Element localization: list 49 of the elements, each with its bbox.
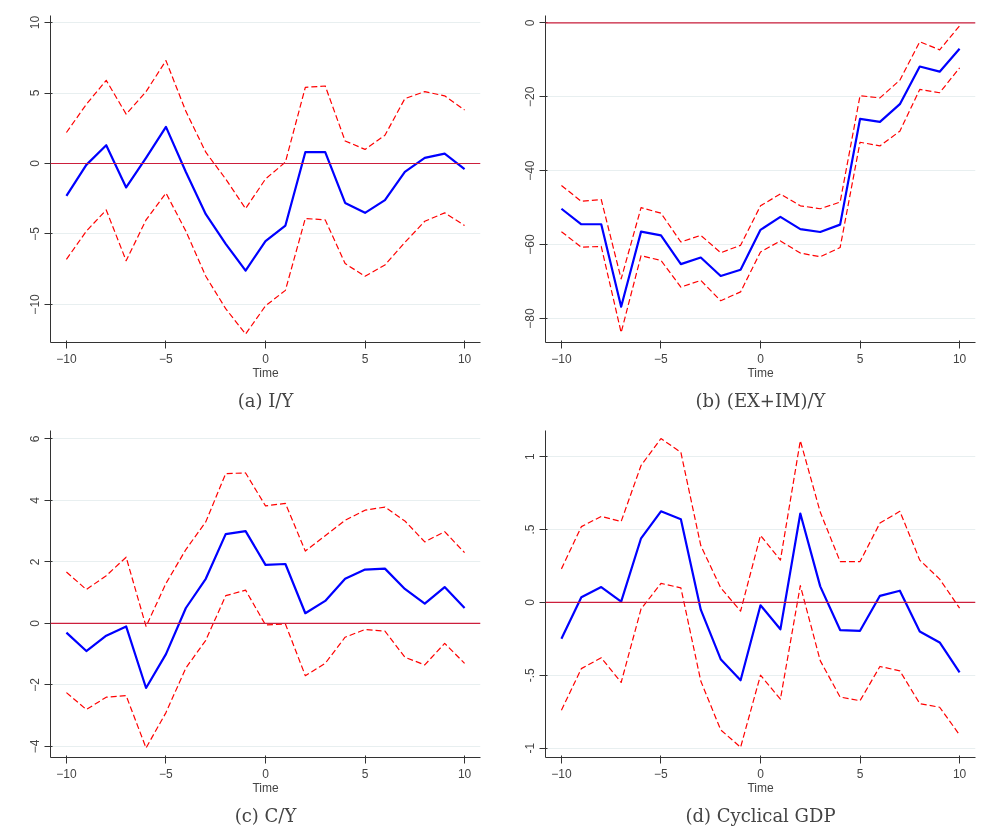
y-tick-label: 1 bbox=[523, 453, 538, 461]
x-axis-title: Time bbox=[747, 365, 774, 380]
x-tick-label: 10 bbox=[952, 766, 967, 781]
y-tick-label: −5 bbox=[28, 226, 43, 241]
y-tick-label: -1 bbox=[523, 742, 538, 754]
text: (c) C/Y bbox=[234, 804, 298, 826]
y-tick-label: −80 bbox=[523, 307, 538, 329]
x-tick-label: 0 bbox=[757, 351, 765, 366]
y-tick-label: −4 bbox=[28, 739, 43, 754]
x-axis-title: Time bbox=[747, 780, 774, 795]
y-tick-label: 0 bbox=[523, 598, 538, 606]
y-tick-label: −40 bbox=[523, 160, 538, 181]
y-tick-label: 0 bbox=[28, 159, 43, 167]
x-tick-label: 5 bbox=[856, 351, 864, 366]
x-tick-label: −5 bbox=[159, 766, 174, 781]
x-tick-label: −5 bbox=[159, 351, 174, 366]
x-tick-label: −10 bbox=[551, 766, 572, 781]
x-tick-label: 5 bbox=[361, 766, 369, 781]
y-tick-label: 6 bbox=[28, 435, 43, 443]
x-tick-label: 10 bbox=[457, 766, 472, 781]
text: (a) I/Y bbox=[237, 389, 295, 411]
y-tick-label: .5 bbox=[523, 524, 538, 535]
y-tick-label: −10 bbox=[28, 293, 43, 315]
x-tick-label: −10 bbox=[56, 766, 77, 781]
x-tick-label: 0 bbox=[757, 766, 765, 781]
y-tick-label: −60 bbox=[523, 234, 538, 255]
x-tick-label: −10 bbox=[551, 351, 572, 366]
y-tick-label: 4 bbox=[28, 496, 43, 504]
x-tick-label: −5 bbox=[654, 351, 669, 366]
y-tick-label: 10 bbox=[28, 15, 43, 30]
y-tick-label: −20 bbox=[523, 86, 538, 107]
y-tick-label: 0 bbox=[523, 19, 538, 27]
x-tick-label: 10 bbox=[457, 351, 472, 366]
x-tick-label: 0 bbox=[262, 766, 270, 781]
y-tick-label: 0 bbox=[28, 619, 43, 627]
x-tick-label: 5 bbox=[361, 351, 369, 366]
text: (d) Cyclical GDP bbox=[685, 804, 836, 826]
x-axis-title: Time bbox=[252, 365, 279, 380]
y-tick-label: 5 bbox=[28, 89, 43, 97]
y-tick-label: -.5 bbox=[523, 667, 538, 683]
y-tick-label: 2 bbox=[28, 558, 43, 566]
x-tick-label: −10 bbox=[56, 351, 77, 366]
x-tick-label: 0 bbox=[262, 351, 270, 366]
x-tick-label: 5 bbox=[856, 766, 864, 781]
x-tick-label: −5 bbox=[654, 766, 669, 781]
y-tick-label: −2 bbox=[28, 677, 43, 692]
x-tick-label: 10 bbox=[952, 351, 967, 366]
text: (b) (EX+IM)/Y bbox=[695, 389, 827, 411]
x-axis-title: Time bbox=[252, 780, 279, 795]
